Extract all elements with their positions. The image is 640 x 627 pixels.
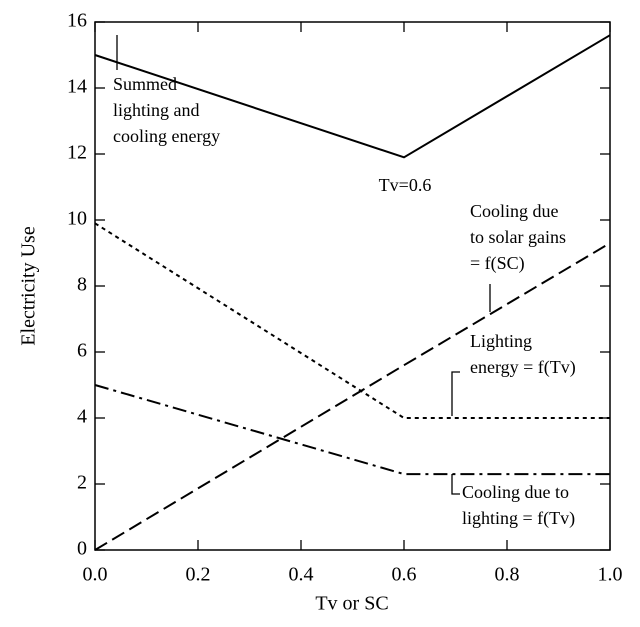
x-axis-label: Tv or SC: [315, 593, 388, 615]
series-line: [94, 242, 611, 551]
leader: [451, 474, 460, 495]
x-tick-label: 0.8: [495, 564, 520, 586]
y-axis-label: Electricity Use: [18, 226, 40, 346]
series-line: [94, 384, 610, 476]
y-tick-label: 8: [77, 274, 87, 296]
y-tick-label: 12: [67, 142, 87, 164]
series-line: [94, 222, 610, 419]
x-tick-label: 0.6: [392, 564, 417, 586]
leader: [451, 371, 460, 416]
y-tick-label: 6: [77, 340, 87, 362]
annotation: Lighting: [470, 331, 532, 351]
annotation: energy = f(Tv): [470, 357, 576, 378]
series-line: [94, 34, 611, 159]
annotation: lighting and: [113, 100, 200, 120]
x-tick-label: 0.4: [289, 564, 314, 586]
annotation: lighting = f(Tv): [462, 508, 575, 529]
annotation: to solar gains: [470, 227, 566, 247]
annotation: = f(SC): [470, 253, 525, 274]
annotation: Tv=0.6: [379, 175, 432, 195]
annotation: Cooling due to: [462, 482, 569, 502]
y-tick-label: 16: [67, 10, 87, 32]
y-tick-label: 4: [77, 406, 87, 428]
y-tick-label: 14: [67, 76, 87, 98]
annotation: cooling energy: [113, 126, 220, 146]
y-tick-label: 0: [77, 538, 87, 560]
x-tick-label: 1.0: [598, 564, 623, 586]
annotation: Cooling due: [470, 201, 559, 221]
x-tick-label: 0.0: [83, 564, 108, 586]
x-tick-label: 0.2: [186, 564, 211, 586]
y-tick-label: 2: [77, 472, 87, 494]
annotation: Summed: [113, 74, 177, 94]
y-tick-label: 10: [67, 208, 87, 230]
leaders: [116, 35, 491, 495]
